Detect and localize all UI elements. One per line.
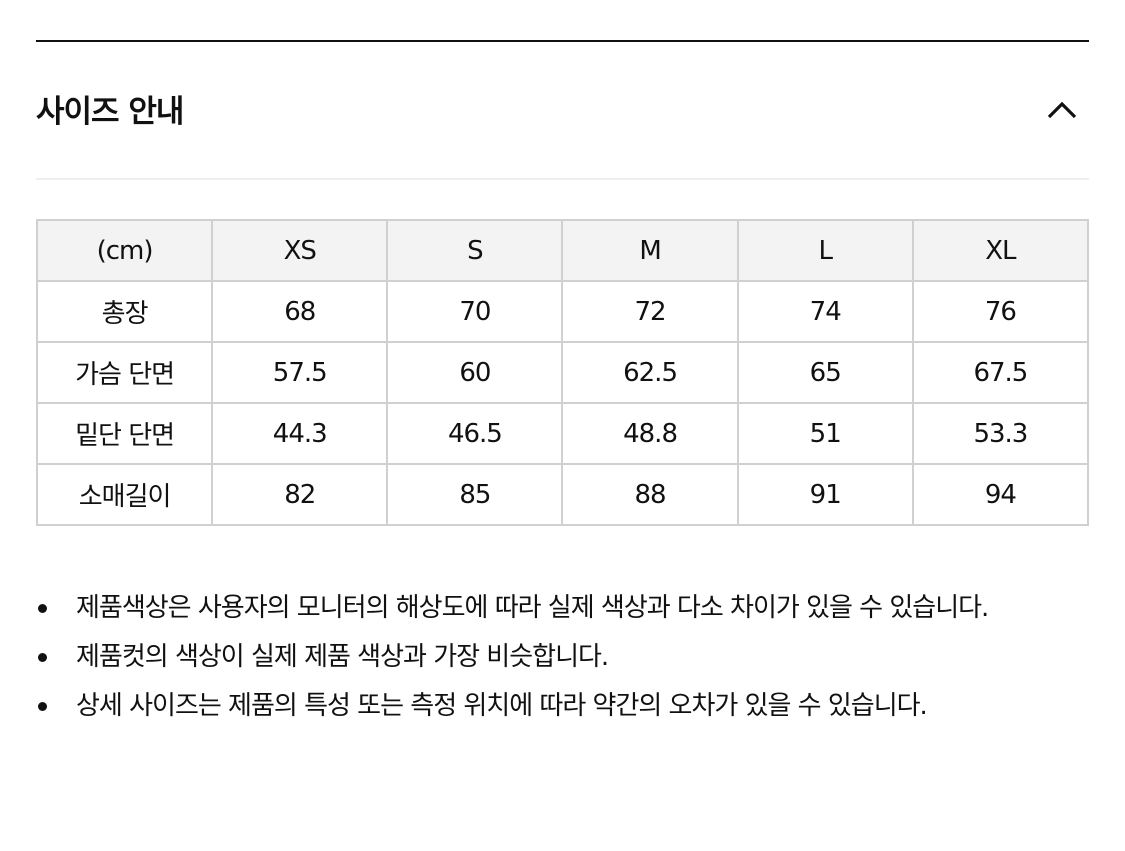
table-row: 총장 68 70 72 74 76 bbox=[35, 280, 1090, 343]
note-item: 제품색상은 사용자의 모니터의 해상도에 따라 실제 색상과 다소 차이가 있을… bbox=[36, 584, 1089, 633]
note-text: 제품색상은 사용자의 모니터의 해상도에 따라 실제 색상과 다소 차이가 있을… bbox=[76, 593, 989, 623]
table-cell: 57.5 bbox=[211, 341, 389, 404]
table-cell: 85 bbox=[386, 463, 564, 526]
row-label: 소매길이 bbox=[35, 463, 214, 526]
column-header: S bbox=[386, 219, 564, 282]
collapse-toggle-button[interactable] bbox=[1046, 100, 1078, 120]
table-cell: 91 bbox=[736, 463, 914, 526]
table-cell: 46.5 bbox=[386, 402, 564, 465]
note-item: 제품컷의 색상이 실제 제품 색상과 가장 비슷합니다. bbox=[36, 633, 1089, 682]
bullet-icon bbox=[38, 702, 47, 711]
note-text: 상세 사이즈는 제품의 특성 또는 측정 위치에 따라 약간의 오차가 있을 수… bbox=[76, 691, 928, 721]
table-cell: 44.3 bbox=[211, 402, 389, 465]
bullet-icon bbox=[38, 604, 47, 613]
table-cell: 62.5 bbox=[561, 341, 739, 404]
note-item: 상세 사이즈는 제품의 특성 또는 측정 위치에 따라 약간의 오차가 있을 수… bbox=[36, 682, 1089, 731]
row-label: 밑단 단면 bbox=[35, 402, 214, 465]
note-text: 제품컷의 색상이 실제 제품 색상과 가장 비슷합니다. bbox=[76, 642, 609, 672]
table-cell: 82 bbox=[211, 463, 389, 526]
table-cell: 88 bbox=[561, 463, 739, 526]
notes-list: 제품색상은 사용자의 모니터의 해상도에 따라 실제 색상과 다소 차이가 있을… bbox=[36, 584, 1089, 731]
table-cell: 67.5 bbox=[911, 341, 1090, 404]
table-header-row: (cm) XS S M L XL bbox=[35, 219, 1090, 282]
table-row: 밑단 단면 44.3 46.5 48.8 51 53.3 bbox=[35, 402, 1090, 465]
column-header: (cm) bbox=[35, 219, 214, 282]
table-cell: 48.8 bbox=[561, 402, 739, 465]
table-cell: 60 bbox=[386, 341, 564, 404]
table-cell: 72 bbox=[561, 280, 739, 343]
table-cell: 76 bbox=[911, 280, 1090, 343]
table-cell: 53.3 bbox=[911, 402, 1090, 465]
table-cell: 68 bbox=[211, 280, 389, 343]
column-header: XL bbox=[911, 219, 1090, 282]
top-divider bbox=[36, 40, 1089, 42]
row-label: 총장 bbox=[35, 280, 214, 343]
chevron-up-icon bbox=[1047, 101, 1077, 119]
section-divider bbox=[36, 178, 1089, 180]
table-cell: 74 bbox=[736, 280, 914, 343]
size-table: (cm) XS S M L XL 총장 68 70 72 74 76 가슴 단면 57.5 60 62.5 6… bbox=[35, 219, 1090, 526]
row-label: 가슴 단면 bbox=[35, 341, 214, 404]
table-row: 소매길이 82 85 88 91 94 bbox=[35, 463, 1090, 526]
section-title: 사이즈 안내 bbox=[36, 94, 184, 130]
table-cell: 65 bbox=[736, 341, 914, 404]
table-cell: 70 bbox=[386, 280, 564, 343]
table-row: 가슴 단면 57.5 60 62.5 65 67.5 bbox=[35, 341, 1090, 404]
table-cell: 51 bbox=[736, 402, 914, 465]
column-header: M bbox=[561, 219, 739, 282]
column-header: L bbox=[736, 219, 914, 282]
table-cell: 94 bbox=[911, 463, 1090, 526]
bullet-icon bbox=[38, 653, 47, 662]
column-header: XS bbox=[211, 219, 389, 282]
